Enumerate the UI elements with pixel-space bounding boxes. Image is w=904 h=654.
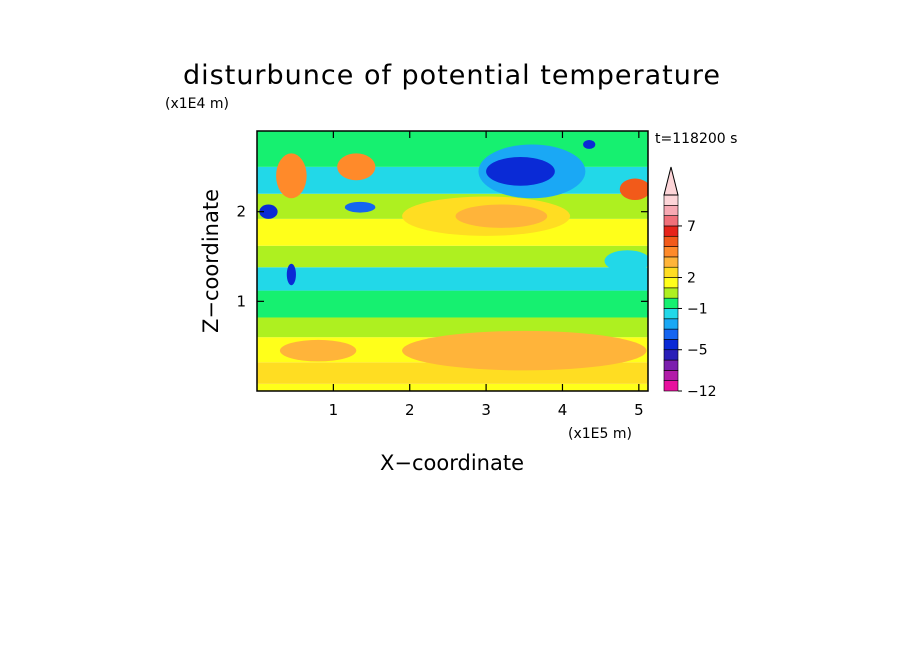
field-feature-10 xyxy=(619,178,648,201)
field-band-5 xyxy=(257,267,648,291)
y-scale-label: (x1E4 m) xyxy=(165,96,229,112)
colorbar-cell xyxy=(663,380,679,392)
plot-frame xyxy=(256,130,649,392)
y-axis-title: Z−coordinate xyxy=(199,189,223,333)
x-axis-ticks: 1 2 3 4 5 xyxy=(329,131,644,419)
chart-title: disturbunce of potential temperature xyxy=(183,60,721,91)
colorbar-cell xyxy=(663,339,679,351)
field-feature-3 xyxy=(455,204,548,228)
x-tick-label: 1 xyxy=(329,401,339,419)
field-feature-9 xyxy=(486,157,555,186)
colorbar-cell xyxy=(663,225,679,237)
colorbar-tick-label: 7 xyxy=(687,219,696,235)
colorbar-tick-label: −5 xyxy=(687,343,708,359)
field-band-6 xyxy=(257,245,648,268)
colorbar-tick-label: 2 xyxy=(687,271,696,287)
field-feature-8 xyxy=(344,201,376,213)
field-band-0 xyxy=(257,383,648,391)
field-feature-13 xyxy=(583,139,596,149)
field-band-4 xyxy=(257,290,648,318)
colorbar-cell xyxy=(663,194,679,206)
x-tick-label: 2 xyxy=(405,401,415,419)
y-axis-ticks: 12 xyxy=(236,203,648,310)
colorbar-cell xyxy=(663,287,679,299)
field-feature-11 xyxy=(259,204,278,219)
x-axis-title: X−coordinate xyxy=(380,451,524,475)
field-feature-6 xyxy=(337,153,376,181)
field-band-9 xyxy=(257,166,648,194)
colorbar-cell xyxy=(663,349,679,361)
colorbar-cell xyxy=(663,308,679,320)
colorbar-cell xyxy=(663,205,679,216)
y-tick-label: 2 xyxy=(236,203,246,221)
colorbar: 7 2 −1 −5 −12 xyxy=(663,166,717,400)
colorbar-cell xyxy=(663,266,679,278)
field-feature-12 xyxy=(286,263,296,286)
colorbar-cell xyxy=(663,235,679,247)
colorbar-cell xyxy=(663,328,679,340)
field-feature-1 xyxy=(604,250,648,272)
colorbar-cell xyxy=(663,297,679,309)
colorbar-cell xyxy=(663,256,679,268)
colorbar-cell xyxy=(663,215,679,227)
x-tick-label: 4 xyxy=(558,401,568,419)
colorbar-tick-label: −12 xyxy=(687,384,717,400)
x-tick-label: 3 xyxy=(481,401,491,419)
colorbar-tick-label: −1 xyxy=(687,301,708,317)
field-feature-7 xyxy=(276,153,307,199)
colorbar-cell xyxy=(663,318,679,330)
x-scale-label: (x1E5 m) xyxy=(568,426,632,442)
x-tick-label: 5 xyxy=(634,401,644,419)
colorbar-cell xyxy=(663,246,679,258)
colorbar-cell xyxy=(663,370,679,381)
field-feature-5 xyxy=(402,330,647,371)
field-feature-4 xyxy=(279,339,357,362)
field-band-10 xyxy=(257,131,648,167)
plot-area xyxy=(257,131,648,391)
time-label: t=118200 s xyxy=(655,131,737,147)
colorbar-extend-arrow xyxy=(663,166,679,196)
colorbar-cell xyxy=(663,277,679,289)
y-tick-label: 1 xyxy=(236,292,246,310)
colorbar-cell xyxy=(663,359,679,371)
